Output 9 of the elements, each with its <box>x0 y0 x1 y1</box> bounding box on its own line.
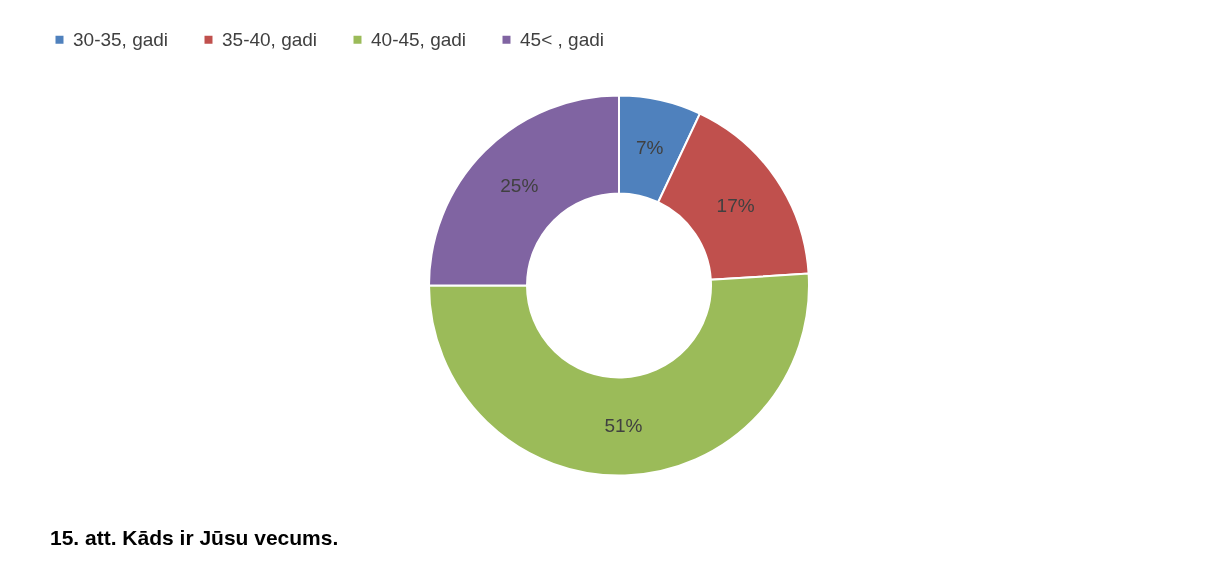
data-label: 7% <box>636 136 664 158</box>
legend-label: 35-40, gadi <box>222 28 318 50</box>
data-label: 17% <box>716 195 755 217</box>
text: 15. att. Kāds ir Jūsu vecums. <box>50 526 339 549</box>
legend-label: 40-45, gadi <box>371 28 467 50</box>
legend-label: 30-35, gadi <box>73 28 169 50</box>
legend-label: 45< , gadi <box>520 28 604 50</box>
data-label: 51% <box>604 415 643 437</box>
data-label: 25% <box>500 174 539 196</box>
